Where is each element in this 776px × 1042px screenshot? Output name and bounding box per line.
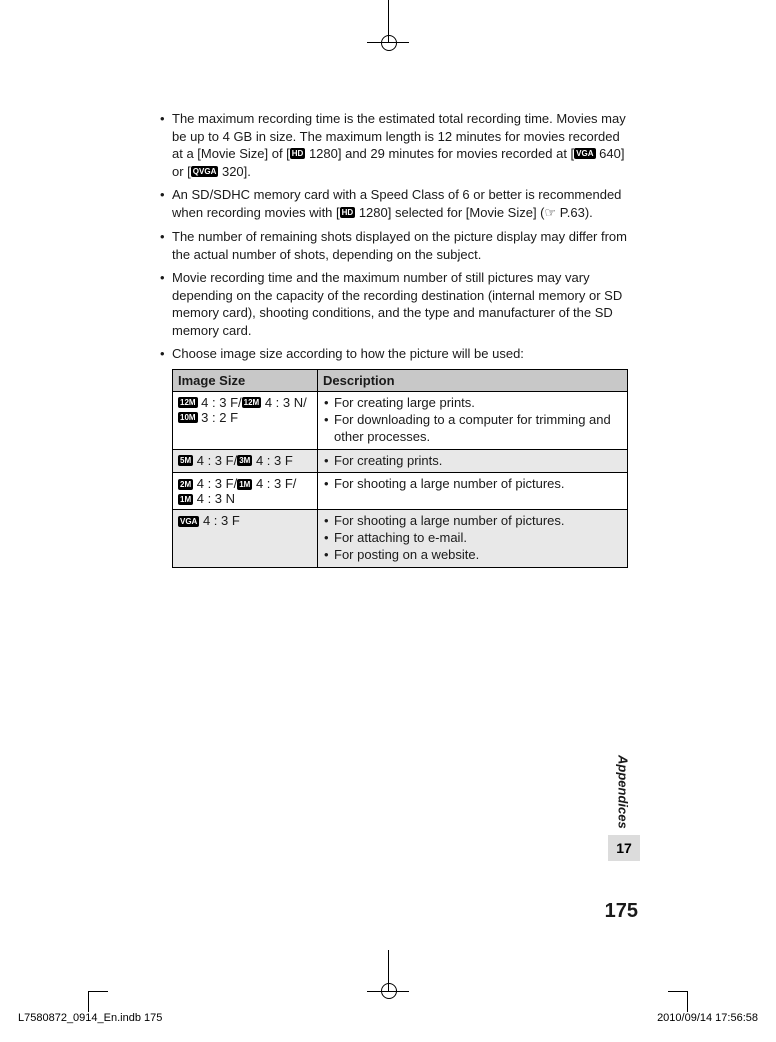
side-tab-number: 17 <box>608 835 640 861</box>
10m-icon: 10M <box>178 412 198 423</box>
desc-item: For creating large prints. <box>323 395 622 412</box>
footer-file: L7580872_0914_En.indb 175 <box>18 1012 162 1024</box>
cell-description: For creating large prints.For downloadin… <box>318 391 628 449</box>
side-tab-area: Appendices 17 <box>608 755 638 861</box>
page-number: 175 <box>605 900 638 923</box>
table-row: 2M 4 : 3 F/1M 4 : 3 F/1M 4 : 3 N For shoo… <box>173 473 628 510</box>
cell-image-size: 5M 4 : 3 F/3M 4 : 3 F <box>173 449 318 473</box>
3m-icon: 3M <box>237 455 252 466</box>
1m-icon: 1M <box>237 479 252 490</box>
table-row: 5M 4 : 3 F/3M 4 : 3 F For creating prints… <box>173 449 628 473</box>
vga-icon: VGA <box>574 148 595 159</box>
cell-description: For creating prints. <box>318 449 628 473</box>
reference-icon: ☞ <box>545 204 557 222</box>
qvga-icon: QVGA <box>191 166 219 177</box>
bullet-item: Movie recording time and the maximum num… <box>158 269 628 339</box>
bullet-item: Choose image size according to how the p… <box>158 345 628 363</box>
cell-image-size: 2M 4 : 3 F/1M 4 : 3 F/1M 4 : 3 N <box>173 473 318 510</box>
bullet-list: The maximum recording time is the estima… <box>158 110 628 363</box>
bullet-item: An SD/SDHC memory card with a Speed Clas… <box>158 186 628 222</box>
crop-mark-bottom <box>388 950 389 992</box>
cell-description: For shooting a large number of pictures. <box>318 473 628 510</box>
cell-description: For shooting a large number of pictures.… <box>318 510 628 568</box>
5m-icon: 5M <box>178 455 193 466</box>
hd-icon: HD <box>340 207 356 218</box>
bullet-item: The number of remaining shots displayed … <box>158 228 628 263</box>
crop-mark-br <box>668 972 688 992</box>
1m-icon: 1M <box>178 494 193 505</box>
crop-mark-top <box>388 0 389 42</box>
table-row: VGA 4 : 3 FFor shooting a large number o… <box>173 510 628 568</box>
side-label: Appendices <box>616 755 631 829</box>
desc-item: For downloading to a computer for trimmi… <box>323 412 622 446</box>
desc-item: For attaching to e-mail. <box>323 530 622 547</box>
cell-image-size: VGA 4 : 3 F <box>173 510 318 568</box>
table-row: 12M 4 : 3 F/12M 4 : 3 N/10M 3 : 2 FFor c… <box>173 391 628 449</box>
vga-icon: VGA <box>178 516 199 527</box>
desc-item: For shooting a large number of pictures. <box>323 476 622 493</box>
th-description: Description <box>318 369 628 391</box>
hd-icon: HD <box>290 148 306 159</box>
2m-icon: 2M <box>178 479 193 490</box>
page-content: The maximum recording time is the estima… <box>158 110 628 568</box>
cell-image-size: 12M 4 : 3 F/12M 4 : 3 N/10M 3 : 2 F <box>173 391 318 449</box>
desc-item: For posting on a website. <box>323 547 622 564</box>
crop-mark-bl <box>88 972 108 992</box>
12m-icon: 12M <box>178 397 198 408</box>
desc-item: For creating prints. <box>323 453 622 470</box>
bullet-item: The maximum recording time is the estima… <box>158 110 628 180</box>
footer-timestamp: 2010/09/14 17:56:58 <box>657 1012 758 1024</box>
desc-item: For shooting a large number of pictures. <box>323 513 622 530</box>
12m-icon: 12M <box>242 397 262 408</box>
image-size-table: Image Size Description 12M 4 : 3 F/12M 4… <box>172 369 628 568</box>
th-image-size: Image Size <box>173 369 318 391</box>
